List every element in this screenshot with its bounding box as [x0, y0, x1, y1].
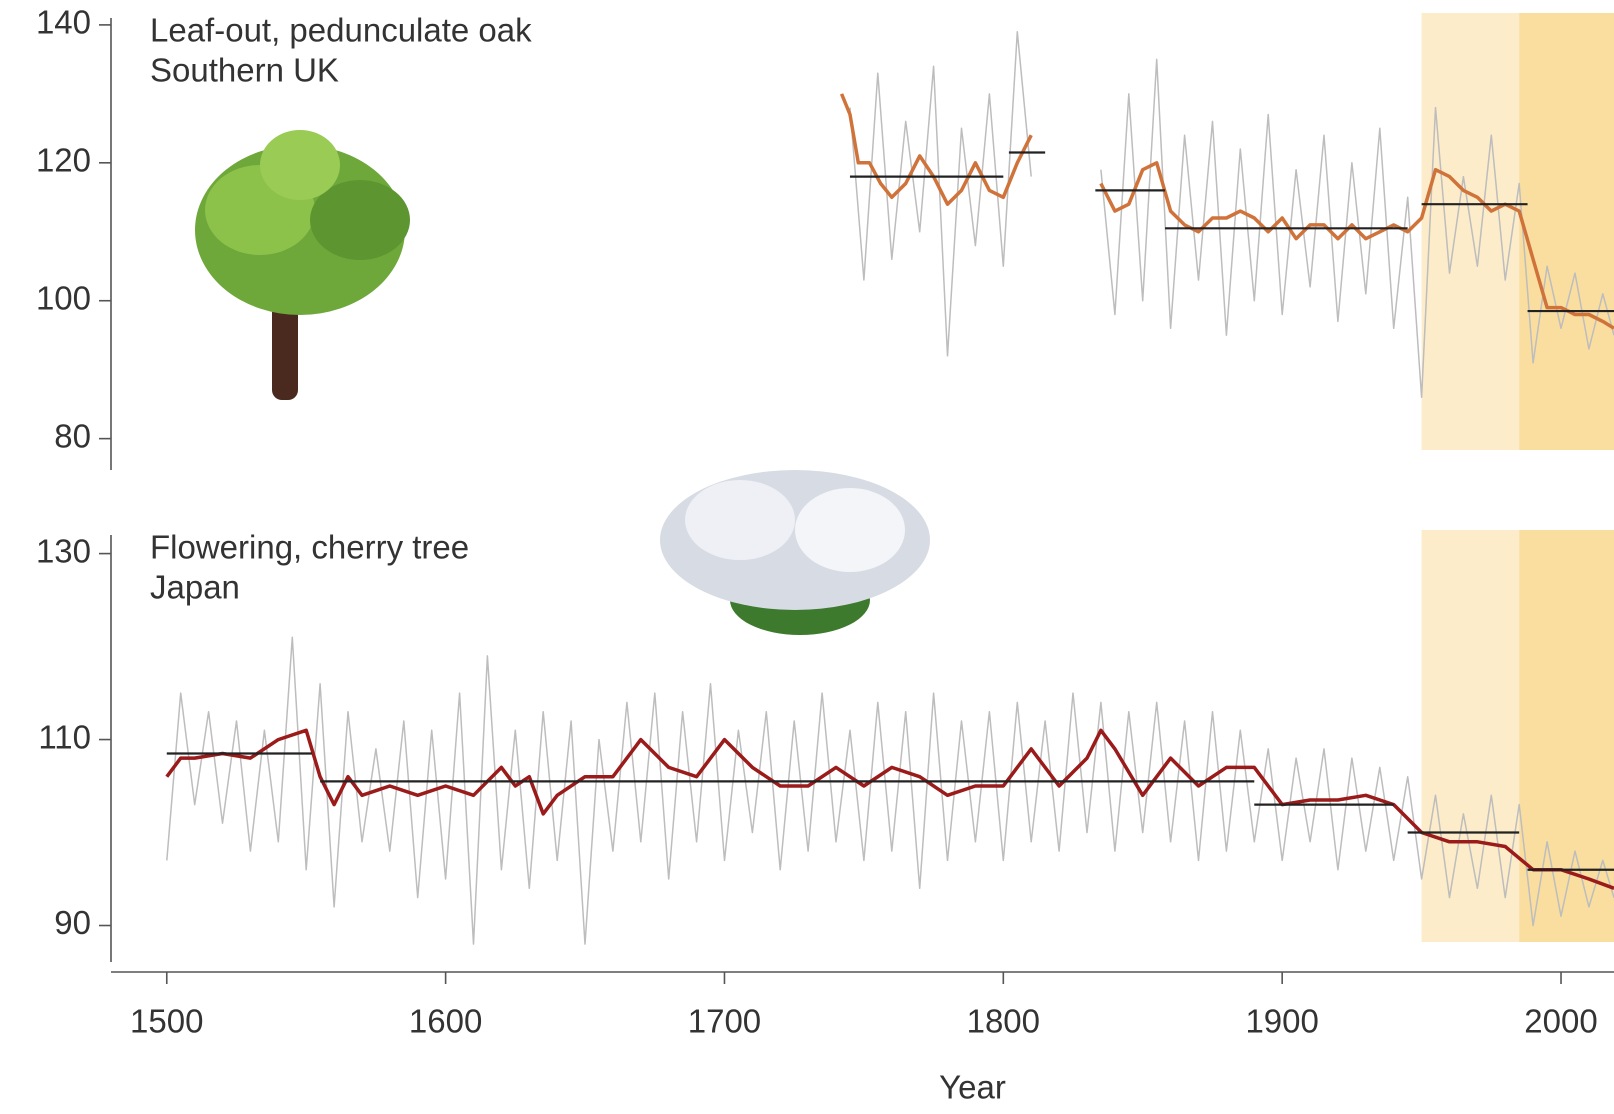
y-tick-label: 80	[54, 417, 91, 454]
y-tick-label: 140	[36, 4, 91, 41]
shaded-period	[1519, 530, 1614, 942]
panel-label: Flowering, cherry tree	[150, 529, 469, 566]
x-tick-label: 2000	[1524, 1003, 1597, 1040]
y-tick-label: 100	[36, 279, 91, 316]
panel-label: Japan	[150, 569, 240, 606]
shaded-period	[1421, 13, 1520, 450]
panel-label: Leaf-out, pedunculate oak	[150, 12, 532, 49]
shaded-period	[1421, 530, 1520, 942]
x-tick-label: 1500	[130, 1003, 203, 1040]
series-line	[166, 636, 1614, 945]
x-tick-label: 1900	[1245, 1003, 1318, 1040]
y-tick-label: 110	[38, 718, 91, 755]
y-tick-label: 130	[36, 532, 91, 569]
plot-layer: 80 100 120 140 Leaf-out, pedunculate oakSout…	[36, 4, 1614, 1106]
cherry-blossom-picture	[660, 470, 930, 635]
series-line	[165, 728, 1614, 890]
x-tick-label: 1600	[409, 1003, 482, 1040]
x-axis-title: Year	[939, 1069, 1006, 1106]
series-line	[839, 93, 1614, 330]
panel-label: Southern UK	[150, 52, 339, 89]
y-tick-label: 120	[36, 142, 91, 179]
oak-leaf-picture	[195, 130, 410, 400]
x-tick-label: 1800	[967, 1003, 1040, 1040]
y-tick-label: 90	[54, 904, 91, 941]
x-tick-label: 1700	[688, 1003, 761, 1040]
shaded-period	[1519, 13, 1614, 450]
